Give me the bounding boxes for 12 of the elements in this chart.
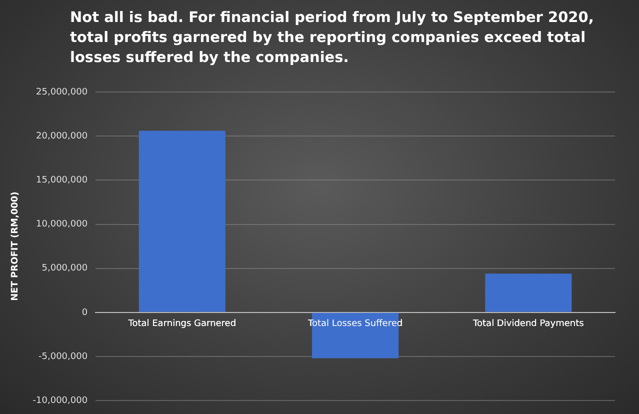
y-tick-label: 20,000,000 [36, 131, 88, 142]
y-tick-label: 0 [82, 308, 88, 318]
x-tick-label: Total Earnings Garnered [127, 319, 236, 330]
y-tick-label: 15,000,000 [36, 176, 88, 186]
y-tick-label: -10,000,000 [32, 396, 88, 406]
y-tick-label: -5,000,000 [38, 352, 88, 362]
x-tick-label: Total Dividend Payments [472, 319, 584, 330]
y-tick-label: 5,000,000 [42, 264, 88, 274]
y-axis-title: NET PROFIT (RM,000) [10, 192, 21, 301]
chart-title: Not all is bad. For financial period from July to September 2020, total profits garnered by the reporting companies exceed total losses suffered by the companies. [70, 9, 595, 68]
y-tick-label: 25,000,000 [36, 87, 88, 98]
y-tick-label: 10,000,000 [36, 220, 88, 230]
